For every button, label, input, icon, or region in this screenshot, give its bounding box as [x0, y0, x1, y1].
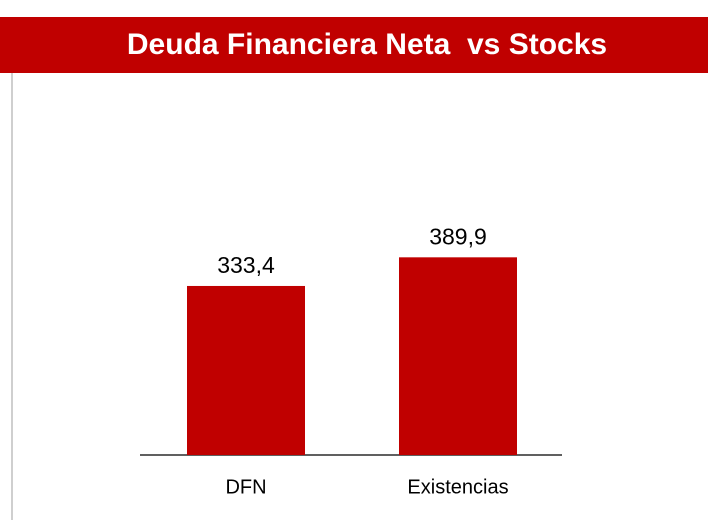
value-label: 333,4	[217, 252, 275, 278]
x-tick-label: DFN	[225, 476, 266, 498]
bar	[187, 285, 305, 455]
x-tick-label: Existencias	[407, 476, 508, 498]
value-label: 389,9	[429, 223, 487, 249]
bar	[399, 257, 517, 455]
chart-title: Deuda Financiera Neta vs Stocks	[127, 28, 607, 61]
title-banner	[0, 17, 708, 73]
